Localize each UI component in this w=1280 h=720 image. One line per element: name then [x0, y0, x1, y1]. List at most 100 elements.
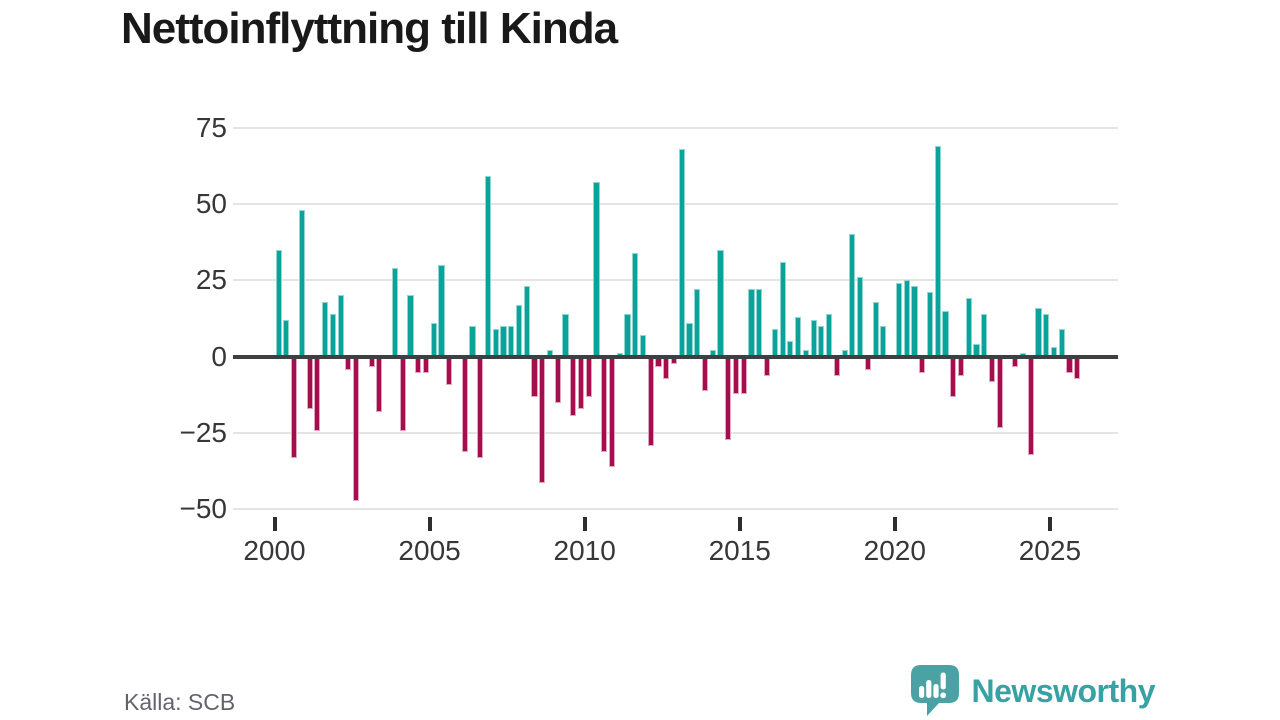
bar-positive — [298, 209, 305, 357]
bar-negative — [368, 357, 375, 367]
bar-positive — [911, 286, 918, 357]
bar-negative — [647, 357, 654, 447]
bar-positive — [849, 234, 856, 357]
newsworthy-brand[interactable]: Newsworthy — [909, 663, 1156, 719]
bar-positive — [895, 283, 902, 357]
bar-negative — [725, 357, 732, 440]
chart-title: Nettoinflyttning till Kinda — [121, 4, 618, 53]
bar-negative — [399, 357, 406, 431]
x-axis-tick — [1047, 517, 1052, 531]
bar-negative — [345, 357, 352, 370]
bar-negative — [539, 357, 546, 483]
y-axis-label: 75 — [195, 111, 227, 143]
bar-negative — [608, 357, 616, 468]
bar-positive — [329, 313, 336, 357]
bar-positive — [686, 322, 693, 357]
bar-positive — [492, 329, 499, 357]
bar-negative — [655, 357, 662, 367]
bar-negative — [957, 357, 965, 376]
bar-negative — [577, 357, 585, 410]
bar-positive — [717, 249, 724, 357]
bar-negative — [663, 357, 670, 379]
y-axis-label: −50 — [179, 493, 228, 525]
bar-positive — [771, 329, 778, 357]
bar-negative — [477, 357, 484, 459]
bar-positive — [942, 310, 949, 357]
x-axis-tick — [582, 517, 587, 531]
bar-negative — [1066, 357, 1073, 373]
bar-positive — [523, 286, 530, 357]
y-axis-label: 25 — [195, 264, 227, 296]
bar-positive — [624, 313, 631, 357]
x-axis-tick — [272, 517, 277, 531]
bar-positive — [562, 313, 569, 357]
bar-positive — [515, 304, 523, 357]
bar-positive — [484, 176, 492, 357]
bar-positive — [430, 322, 437, 357]
bar-positive — [508, 325, 515, 357]
bar-negative — [864, 357, 871, 370]
bar-positive — [469, 325, 476, 357]
bar-negative — [732, 357, 740, 395]
bar-negative — [415, 357, 422, 373]
bar-positive — [810, 319, 817, 357]
bar-positive — [694, 289, 701, 357]
bar-negative — [306, 357, 313, 410]
bar-positive — [903, 280, 910, 357]
bar-negative — [1074, 357, 1081, 379]
y-axis-label: 50 — [195, 187, 227, 219]
bar-positive — [337, 295, 344, 357]
bar-positive — [1035, 307, 1042, 357]
bar-positive — [779, 261, 786, 357]
bar-negative — [585, 357, 592, 398]
bar-positive — [678, 148, 685, 357]
gridline — [233, 431, 1118, 434]
bar-positive — [438, 264, 445, 357]
bar-negative — [291, 357, 298, 459]
bar-chart-speech-bubble-icon — [910, 665, 959, 716]
bar-positive — [826, 313, 833, 357]
source-label: Källa: SCB — [124, 689, 236, 715]
x-axis-label: 2015 — [708, 535, 771, 566]
bar-negative — [764, 357, 771, 376]
bar-positive — [857, 277, 864, 357]
x-axis-tick — [892, 517, 897, 531]
bar-negative — [554, 357, 561, 404]
bar-positive — [973, 344, 980, 357]
bar-positive — [787, 341, 794, 357]
gridline — [233, 508, 1118, 511]
bar-negative — [919, 357, 926, 373]
bar-negative — [461, 357, 468, 453]
bar-positive — [283, 319, 290, 357]
bar-positive — [709, 350, 716, 357]
bar-positive — [981, 313, 988, 357]
bar-negative — [446, 357, 453, 385]
bar-positive — [639, 335, 647, 357]
bar-positive — [818, 325, 825, 357]
x-axis-tick — [427, 517, 432, 531]
bar-negative — [422, 357, 429, 373]
bar-positive — [391, 267, 398, 357]
bar-negative — [531, 357, 538, 398]
bar-positive — [841, 350, 848, 357]
bar-positive — [795, 316, 802, 357]
x-axis-tick — [737, 517, 742, 531]
x-axis-label: 2020 — [863, 535, 926, 566]
bar-positive — [593, 182, 600, 357]
y-axis-label: −25 — [179, 416, 228, 448]
bar-negative — [570, 357, 577, 416]
bar-negative — [988, 357, 996, 382]
bar-negative — [701, 357, 709, 392]
gridline — [233, 279, 1118, 282]
gridline — [233, 126, 1118, 129]
bar-negative — [1012, 357, 1019, 367]
gridline — [233, 202, 1118, 205]
bar-positive — [546, 350, 554, 357]
bar-negative — [601, 357, 608, 453]
bar-positive — [756, 289, 763, 357]
bar-negative — [670, 357, 678, 364]
x-axis-label: 2000 — [243, 535, 306, 566]
bar-positive — [880, 325, 887, 357]
